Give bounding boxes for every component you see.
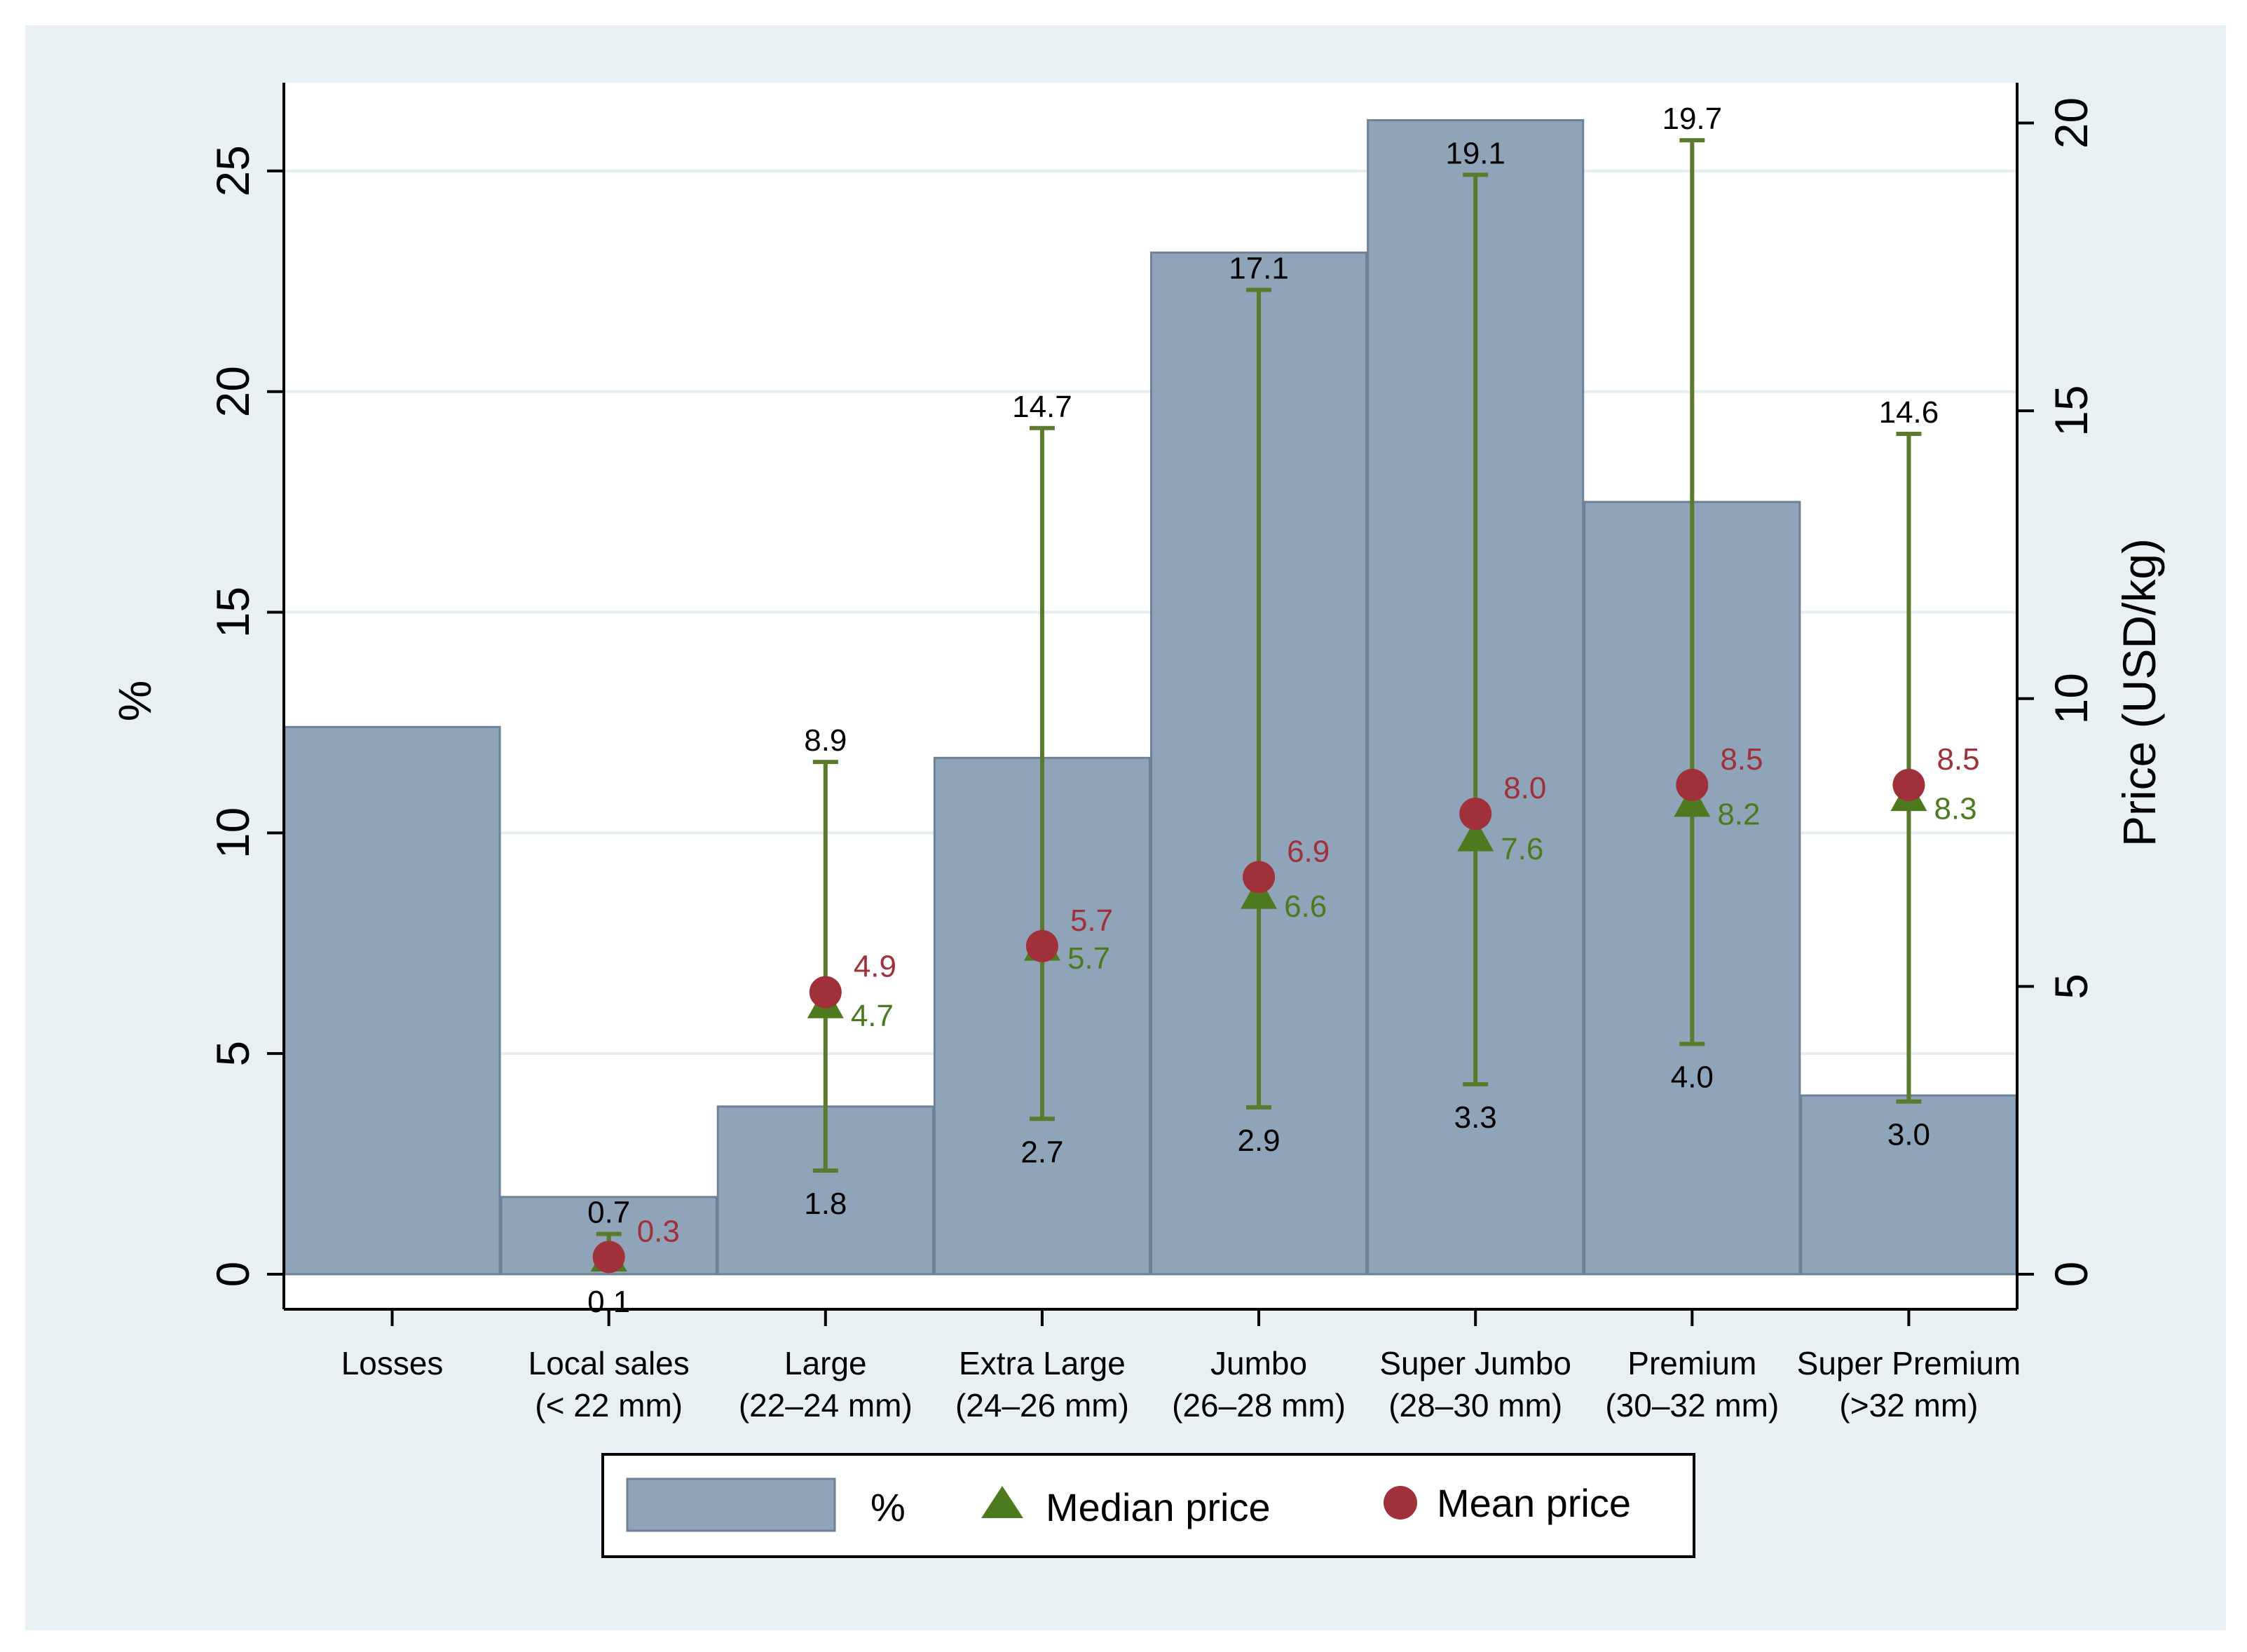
mean-marker-4 <box>1243 861 1276 894</box>
median-label-4: 6.6 <box>1284 889 1327 924</box>
x-tick-label-2-1: (22–24 mm) <box>739 1387 913 1424</box>
x-tick-label-4-0: Jumbo <box>1210 1345 1307 1381</box>
range-high-label-1: 0.7 <box>587 1196 630 1230</box>
range-low-label-5: 3.3 <box>1454 1100 1497 1135</box>
mean-label-4: 6.9 <box>1287 834 1330 868</box>
axes-layer: 0 5 10 15 20 25 0 5 10 15 20% Price (USD/kg) Losses L… <box>109 83 2165 1424</box>
range-high-label-2: 8.9 <box>804 723 847 758</box>
mean-marker-7 <box>1892 768 1925 801</box>
bar-0 <box>283 725 501 1276</box>
legend-swatch-mean <box>1384 1486 1417 1520</box>
x-tick-label-7-1: (>32 mm) <box>1839 1387 1978 1424</box>
mean-marker-1 <box>592 1241 625 1274</box>
mean-label-1: 0.3 <box>637 1214 680 1248</box>
median-label-7: 8.3 <box>1934 791 1976 826</box>
y-left-tick-label-20: 20 <box>207 366 259 417</box>
x-tick-label-6-0: Premium <box>1627 1345 1756 1381</box>
mean-marker-2 <box>809 976 842 1009</box>
y-left-axis-title: % <box>109 681 160 722</box>
x-tick-label-1-0: Local sales <box>528 1345 690 1381</box>
price-ranges-layer <box>596 138 1922 1271</box>
range-high-label-6: 19.7 <box>1662 102 1722 136</box>
y-right-tick-label-10: 10 <box>2045 673 2097 724</box>
y-right-axis-title: Price (USD/kg) <box>2113 538 2165 847</box>
y-right-tick-label-15: 15 <box>2045 385 2097 436</box>
price-markers-layer <box>590 768 1927 1274</box>
x-tick-label-5-0: Super Jumbo <box>1379 1345 1571 1381</box>
x-tick-label-2-0: Large <box>784 1345 867 1381</box>
y-right-tick-label-5: 5 <box>2045 974 2097 999</box>
mean-label-5: 8.0 <box>1503 771 1546 805</box>
x-tick-label-4-1: (26–28 mm) <box>1172 1387 1346 1424</box>
range-low-label-7: 3.0 <box>1887 1118 1930 1152</box>
y-left-tick-label-15: 15 <box>207 587 259 638</box>
median-label-2: 4.7 <box>851 999 894 1033</box>
range-low-label-2: 1.8 <box>804 1187 847 1221</box>
legend-label-mean: Mean price <box>1437 1481 1631 1525</box>
range-high-label-4: 17.1 <box>1229 252 1289 286</box>
y-left-tick-label-0: 0 <box>207 1262 259 1288</box>
range-high-label-7: 14.6 <box>1879 395 1939 430</box>
y-left-tick-label-25: 25 <box>207 145 259 196</box>
range-low-label-3: 2.7 <box>1020 1135 1063 1169</box>
mean-marker-5 <box>1459 797 1492 830</box>
median-label-6: 8.2 <box>1717 798 1760 832</box>
median-marker-5 <box>1457 818 1494 852</box>
range-high-label-3: 14.7 <box>1012 390 1072 424</box>
x-tick-label-6-1: (30–32 mm) <box>1605 1387 1779 1424</box>
median-label-5: 7.6 <box>1501 832 1543 866</box>
range-low-label-4: 2.9 <box>1237 1124 1280 1158</box>
legend-label-median: Median price <box>1046 1485 1271 1529</box>
legend-label-percent: % <box>870 1485 906 1529</box>
mean-label-3: 5.7 <box>1070 903 1113 938</box>
x-tick-label-1-1: (< 22 mm) <box>535 1387 683 1424</box>
range-low-label-6: 4.0 <box>1671 1060 1714 1094</box>
y-right-tick-label-0: 0 <box>2045 1262 2097 1288</box>
range-high-label-5: 19.1 <box>1445 136 1505 170</box>
legend: % Median price Mean price <box>601 1453 1695 1558</box>
x-tick-label-5-1: (28–30 mm) <box>1388 1387 1562 1424</box>
mean-marker-6 <box>1676 768 1709 801</box>
range-low-label-1: 0.1 <box>587 1285 630 1319</box>
x-tick-label-0-0: Losses <box>341 1345 444 1381</box>
mean-label-2: 4.9 <box>854 950 896 984</box>
value-labels-layer: 0.7 0.1 8.9 1.8 14.7 2.7 17.1 2.9 19.1 3.3 19.7 4.0… <box>587 102 1980 1319</box>
bars-layer <box>283 119 2018 1276</box>
y-left-tick-label-10: 10 <box>207 807 259 859</box>
y-left-tick-label-5: 5 <box>207 1041 259 1067</box>
mean-label-7: 8.5 <box>1937 742 1979 777</box>
x-tick-label-3-1: (24–26 mm) <box>955 1387 1129 1424</box>
x-tick-label-3-0: Extra Large <box>959 1345 1126 1381</box>
y-right-tick-label-20: 20 <box>2045 97 2097 149</box>
legend-swatch-median <box>981 1486 1023 1518</box>
mean-marker-3 <box>1025 929 1058 962</box>
x-tick-label-7-0: Super Premium <box>1797 1345 2021 1381</box>
mean-label-6: 8.5 <box>1720 742 1763 777</box>
median-label-3: 5.7 <box>1067 941 1110 976</box>
legend-swatch-bar <box>626 1477 836 1532</box>
